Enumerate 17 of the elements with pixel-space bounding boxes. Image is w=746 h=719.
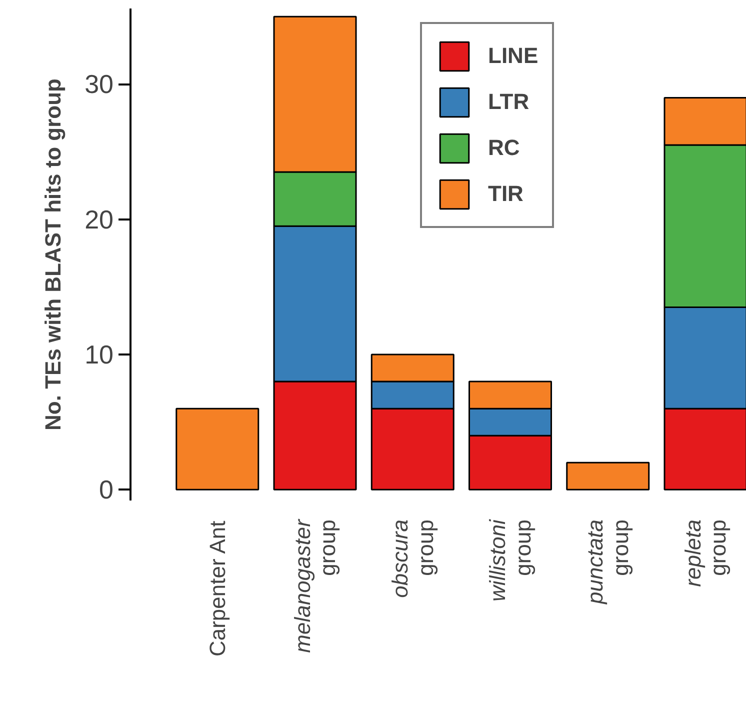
x-tick-label: Carpenter Ant [204,520,230,657]
bar [566,462,650,490]
x-tick-label: repleta group [680,520,731,587]
legend-label: RC [488,135,520,161]
x-tick-label: punctata group [582,520,634,605]
y-axis-title: No. TEs with BLAST hits to group [40,78,66,430]
x-tick-label: melanogaster group [290,518,340,653]
y-tick-label: 20 [84,204,114,234]
legend-label: TIR [488,181,524,207]
x-tick-label: willistoni group [485,518,536,602]
legend-label: LINE [488,43,538,69]
y-tick-label: 30 [84,69,114,100]
x-tick-label: obscura group [387,520,438,598]
legend-label: LTR [488,89,530,115]
y-tick-label: 10 [84,340,114,370]
bar [176,408,260,490]
y-tick-label: 0 [99,474,114,505]
